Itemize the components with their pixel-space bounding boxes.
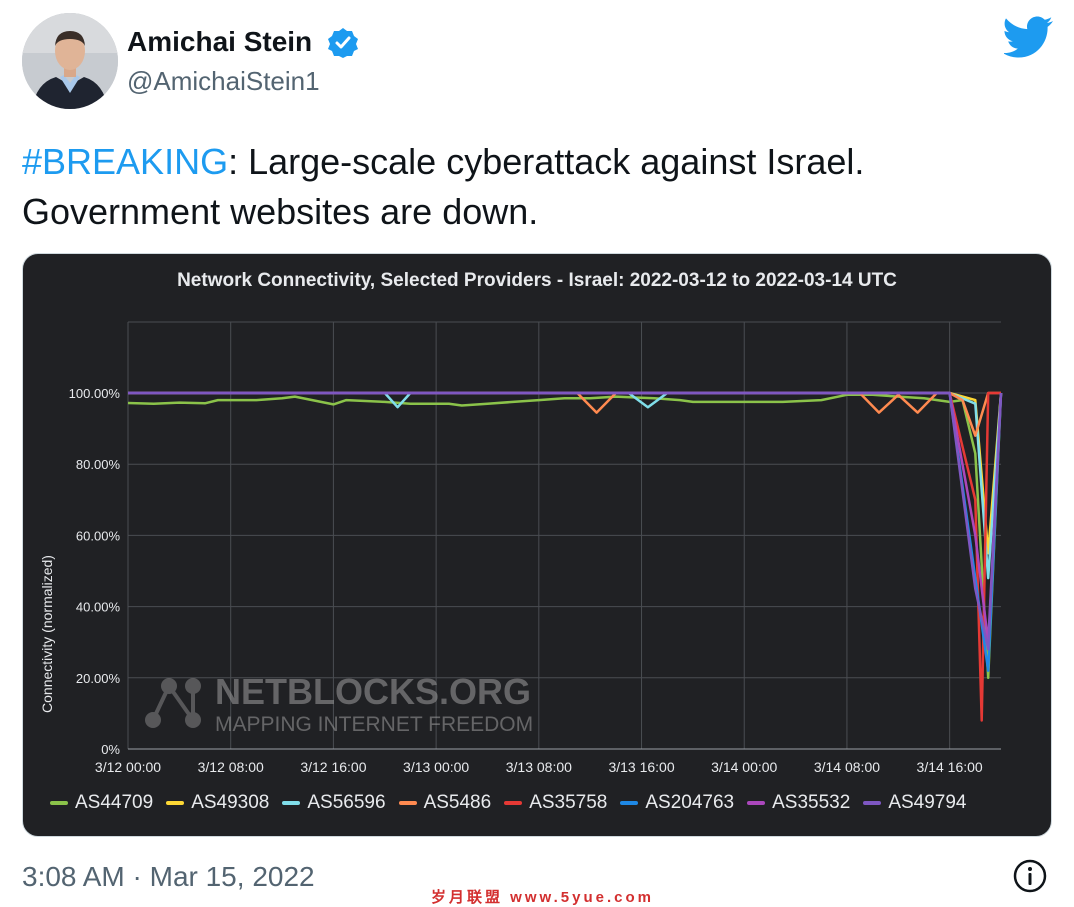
series-line-as5486	[128, 391, 1001, 437]
legend-label: AS56596	[307, 792, 386, 813]
legend-item[interactable]: AS204763	[620, 792, 734, 814]
legend-label: AS204763	[645, 792, 735, 813]
series-line-as35532	[128, 391, 1003, 644]
x-tick-label: 3/14 08:00	[814, 759, 880, 775]
info-icon[interactable]	[1012, 858, 1048, 894]
netblocks-watermark: NETBLOCKS.ORG MAPPING INTERNET FREEDOM	[145, 671, 533, 736]
legend-label: AS35532	[772, 792, 851, 813]
legend-item[interactable]: AS49794	[863, 792, 967, 814]
chart-title: Network Connectivity, Selected Providers…	[177, 270, 897, 291]
chart-image[interactable]: Network Connectivity, Selected Providers…	[22, 253, 1052, 837]
watermark-tagline: MAPPING INTERNET FREEDOM	[215, 713, 533, 736]
legend-swatch	[620, 801, 639, 805]
x-tick-label: 3/12 08:00	[198, 759, 264, 775]
x-tick-label: 3/14 00:00	[711, 759, 777, 775]
legend-item[interactable]: AS56596	[282, 792, 386, 814]
profile-photo	[22, 13, 118, 109]
tweet-timestamp[interactable]: 3:08 AM · Mar 15, 2022	[22, 861, 315, 892]
hashtag-link[interactable]: #BREAKING	[22, 141, 229, 182]
legend-label: AS44709	[75, 792, 154, 813]
x-tick-label: 3/13 08:00	[506, 759, 572, 775]
x-tick-label: 3/13 16:00	[608, 759, 674, 775]
legend-swatch	[50, 801, 68, 805]
legend-item[interactable]: AS49308	[166, 792, 269, 814]
y-tick-label: 100.00%	[69, 386, 121, 401]
legend-item[interactable]: AS44709	[50, 792, 153, 814]
site-watermark: 岁月联盟 www.5yue.com	[431, 889, 654, 906]
y-tick-label: 20.00%	[76, 671, 121, 686]
y-tick-label: 60.00%	[76, 528, 121, 543]
legend-label: AS5486	[423, 792, 492, 813]
connectivity-chart: NETBLOCKS.ORG MAPPING INTERNET FREEDOM 0…	[69, 321, 1003, 775]
y-tick-label: 40.00%	[76, 600, 121, 615]
tweet-text: #BREAKING: Large-scale cyberattack again…	[22, 137, 1042, 237]
legend-item[interactable]: AS35758	[504, 792, 607, 814]
author-handle[interactable]: @AmichaiStein1	[127, 66, 320, 96]
legend-swatch	[166, 801, 185, 805]
legend-item[interactable]: AS35532	[747, 792, 850, 814]
legend-swatch	[282, 801, 301, 805]
legend-swatch	[863, 801, 882, 805]
series-line-as56596	[128, 391, 1003, 580]
twitter-bird-icon[interactable]	[1004, 16, 1054, 58]
tweet-body: : Large-scale cyberattack against Israel…	[22, 141, 865, 232]
y-tick-label: 0%	[101, 742, 120, 757]
x-tick-label: 3/14 16:00	[917, 759, 983, 775]
legend-label: AS49794	[888, 792, 967, 813]
series-line-as49308	[128, 391, 1003, 555]
x-tick-label: 3/13 00:00	[403, 759, 469, 775]
avatar[interactable]	[22, 13, 118, 109]
legend-swatch	[398, 801, 417, 805]
series-line-as204763	[128, 391, 1003, 672]
series-line-as44709	[127, 392, 1003, 680]
chart-legend: AS44709 AS49308 AS56596 AS5486 AS35758 AS2047…	[50, 792, 980, 814]
author-name[interactable]: Amichai Stein	[127, 26, 313, 57]
legend-swatch	[504, 801, 523, 805]
legend-label: AS49308	[191, 792, 270, 813]
legend-label: AS35758	[529, 792, 608, 813]
x-tick-label: 3/12 16:00	[300, 759, 366, 775]
watermark-logo: NETBLOCKS.ORG	[215, 671, 531, 712]
y-tick-label: 80.00%	[76, 457, 121, 472]
legend-item[interactable]: AS5486	[398, 792, 492, 814]
verified-badge-icon	[328, 28, 358, 58]
series-line-as49794	[128, 391, 1003, 651]
legend-swatch	[747, 801, 766, 805]
x-tick-label: 3/12 00:00	[95, 759, 161, 775]
